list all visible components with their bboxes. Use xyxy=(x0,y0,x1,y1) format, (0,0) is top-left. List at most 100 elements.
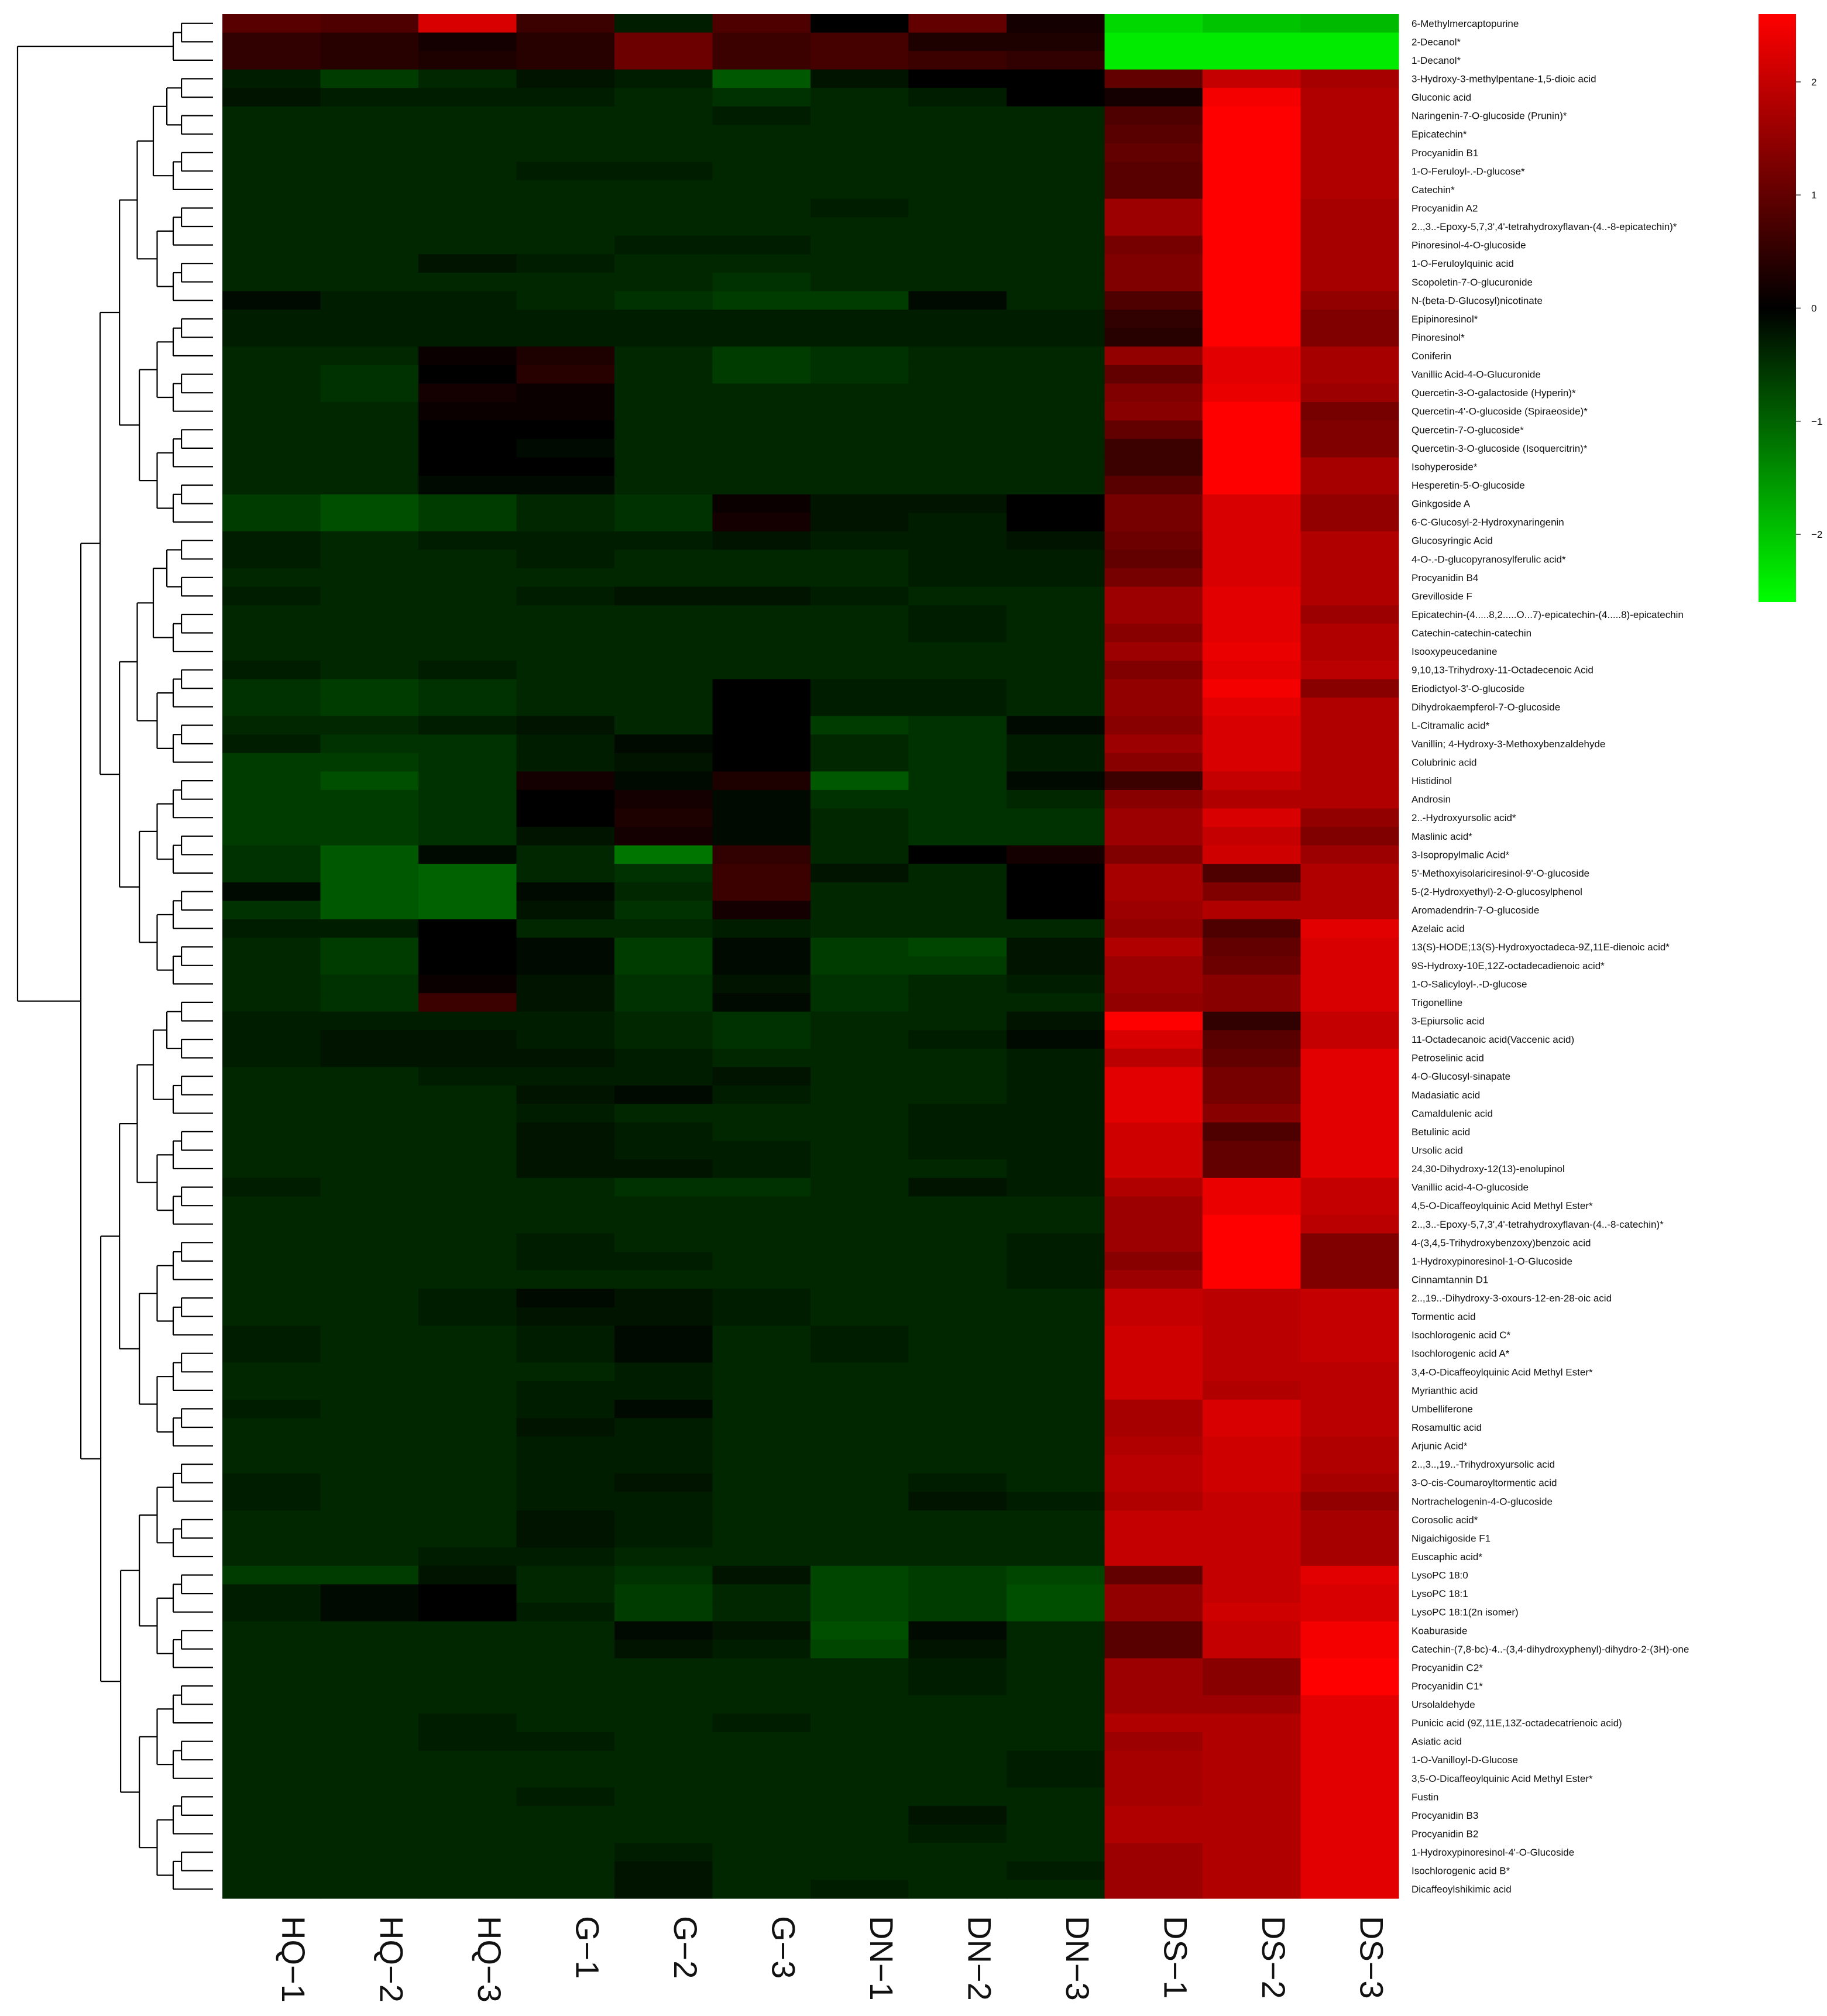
heatmap-cell xyxy=(418,549,517,569)
heatmap-cell xyxy=(908,457,1007,476)
heatmap-cell xyxy=(811,1584,909,1603)
heatmap-cell xyxy=(1007,401,1105,421)
heatmap-cell xyxy=(1203,1861,1301,1881)
legend-tick-label: −1 xyxy=(1811,416,1822,427)
heatmap-cell xyxy=(712,1233,811,1252)
heatmap-cell xyxy=(1300,1141,1399,1160)
heatmap-cell xyxy=(516,401,615,421)
column-label: DN−3 xyxy=(1059,1916,1096,2001)
heatmap-cell xyxy=(418,1640,517,1659)
heatmap-cell xyxy=(222,1473,321,1493)
heatmap-cell xyxy=(614,439,713,458)
heatmap-cell xyxy=(1300,808,1399,827)
heatmap-cell xyxy=(320,642,419,661)
heatmap-cell xyxy=(1300,1418,1399,1437)
heatmap-cell xyxy=(1300,1695,1399,1714)
heatmap-cell xyxy=(320,365,419,384)
heatmap-cell xyxy=(908,993,1007,1012)
heatmap-cell xyxy=(320,125,419,144)
row-label: Punicic acid (9Z,11E,13Z-octadecatrienoi… xyxy=(1412,1718,1622,1729)
heatmap-cell xyxy=(516,69,615,88)
heatmap-cell xyxy=(1300,1270,1399,1289)
heatmap-cell xyxy=(1300,291,1399,310)
heatmap-cell xyxy=(516,143,615,163)
heatmap-cell xyxy=(614,919,713,939)
heatmap-cell xyxy=(908,1880,1007,1899)
heatmap-cell xyxy=(811,420,909,439)
heatmap-cell xyxy=(811,1677,909,1696)
heatmap-cell xyxy=(712,1640,811,1659)
heatmap-cell xyxy=(516,623,615,643)
heatmap-cell xyxy=(811,1159,909,1179)
heatmap-cell xyxy=(614,1750,713,1770)
heatmap-cell xyxy=(418,14,517,33)
heatmap-cell xyxy=(1104,1695,1203,1714)
heatmap-cell xyxy=(516,1011,615,1031)
heatmap-cell xyxy=(811,69,909,88)
heatmap-cell xyxy=(1203,623,1301,643)
heatmap-cell xyxy=(516,1584,615,1603)
heatmap-cell xyxy=(811,1307,909,1326)
heatmap-cell xyxy=(614,1602,713,1622)
heatmap-cell xyxy=(811,605,909,624)
heatmap-cell xyxy=(614,586,713,606)
heatmap-cell xyxy=(1300,734,1399,754)
heatmap-cell xyxy=(1203,642,1301,661)
heatmap-cell xyxy=(222,1289,321,1308)
heatmap-cell xyxy=(516,827,615,846)
heatmap-cell xyxy=(1300,605,1399,624)
heatmap-cell xyxy=(1007,1252,1105,1271)
heatmap-cell xyxy=(1300,272,1399,292)
heatmap-cell xyxy=(712,679,811,698)
heatmap-cell xyxy=(1007,1196,1105,1215)
heatmap-cell xyxy=(1007,1233,1105,1252)
heatmap-cell xyxy=(516,1325,615,1345)
heatmap-cell xyxy=(1007,605,1105,624)
heatmap-cell xyxy=(1203,1196,1301,1215)
heatmap-cell xyxy=(712,14,811,33)
heatmap-cell xyxy=(1104,974,1203,994)
row-label: 6-Methylmercaptopurine xyxy=(1412,18,1519,29)
heatmap-cell xyxy=(908,1307,1007,1326)
heatmap-cell xyxy=(418,513,517,532)
heatmap-cell xyxy=(614,1695,713,1714)
heatmap-cell xyxy=(614,1621,713,1640)
heatmap-cell xyxy=(418,235,517,255)
heatmap-cell xyxy=(712,346,811,366)
heatmap-cell xyxy=(712,162,811,181)
heatmap-cell xyxy=(1300,882,1399,901)
heatmap-cell xyxy=(418,310,517,329)
heatmap-cell xyxy=(614,1233,713,1252)
heatmap-cell xyxy=(1007,1399,1105,1419)
row-label: 2..,3..-Epoxy-5,7,3',4'-tetrahydroxyflav… xyxy=(1412,1219,1664,1230)
heatmap-cell xyxy=(712,1621,811,1640)
heatmap-cell xyxy=(614,1547,713,1567)
heatmap-cell xyxy=(811,734,909,754)
heatmap-cell xyxy=(516,1436,615,1455)
heatmap-cell xyxy=(1300,864,1399,883)
heatmap-cell xyxy=(908,808,1007,827)
heatmap-cell xyxy=(516,1695,615,1714)
heatmap-cell xyxy=(614,1713,713,1733)
heatmap-cell xyxy=(418,1658,517,1677)
heatmap-cell xyxy=(222,1806,321,1825)
heatmap-cell xyxy=(320,420,419,439)
heatmap-cell xyxy=(1300,365,1399,384)
heatmap-cell xyxy=(1203,14,1301,33)
heatmap-cell xyxy=(614,1769,713,1788)
heatmap-cell xyxy=(1203,513,1301,532)
heatmap-cell xyxy=(418,1787,517,1806)
heatmap-cell xyxy=(418,106,517,126)
heatmap-cell xyxy=(1203,568,1301,588)
heatmap-cell xyxy=(614,974,713,994)
heatmap-cell xyxy=(1300,494,1399,513)
heatmap-cell xyxy=(1007,1621,1105,1640)
heatmap-cell xyxy=(1007,1602,1105,1622)
heatmap-cell xyxy=(1104,956,1203,976)
heatmap-cell xyxy=(222,698,321,717)
heatmap-cell xyxy=(418,1307,517,1326)
heatmap-cell xyxy=(1104,1565,1203,1585)
legend-tick-label: 1 xyxy=(1811,190,1816,201)
heatmap-cell xyxy=(614,51,713,70)
heatmap-cell xyxy=(811,1510,909,1530)
